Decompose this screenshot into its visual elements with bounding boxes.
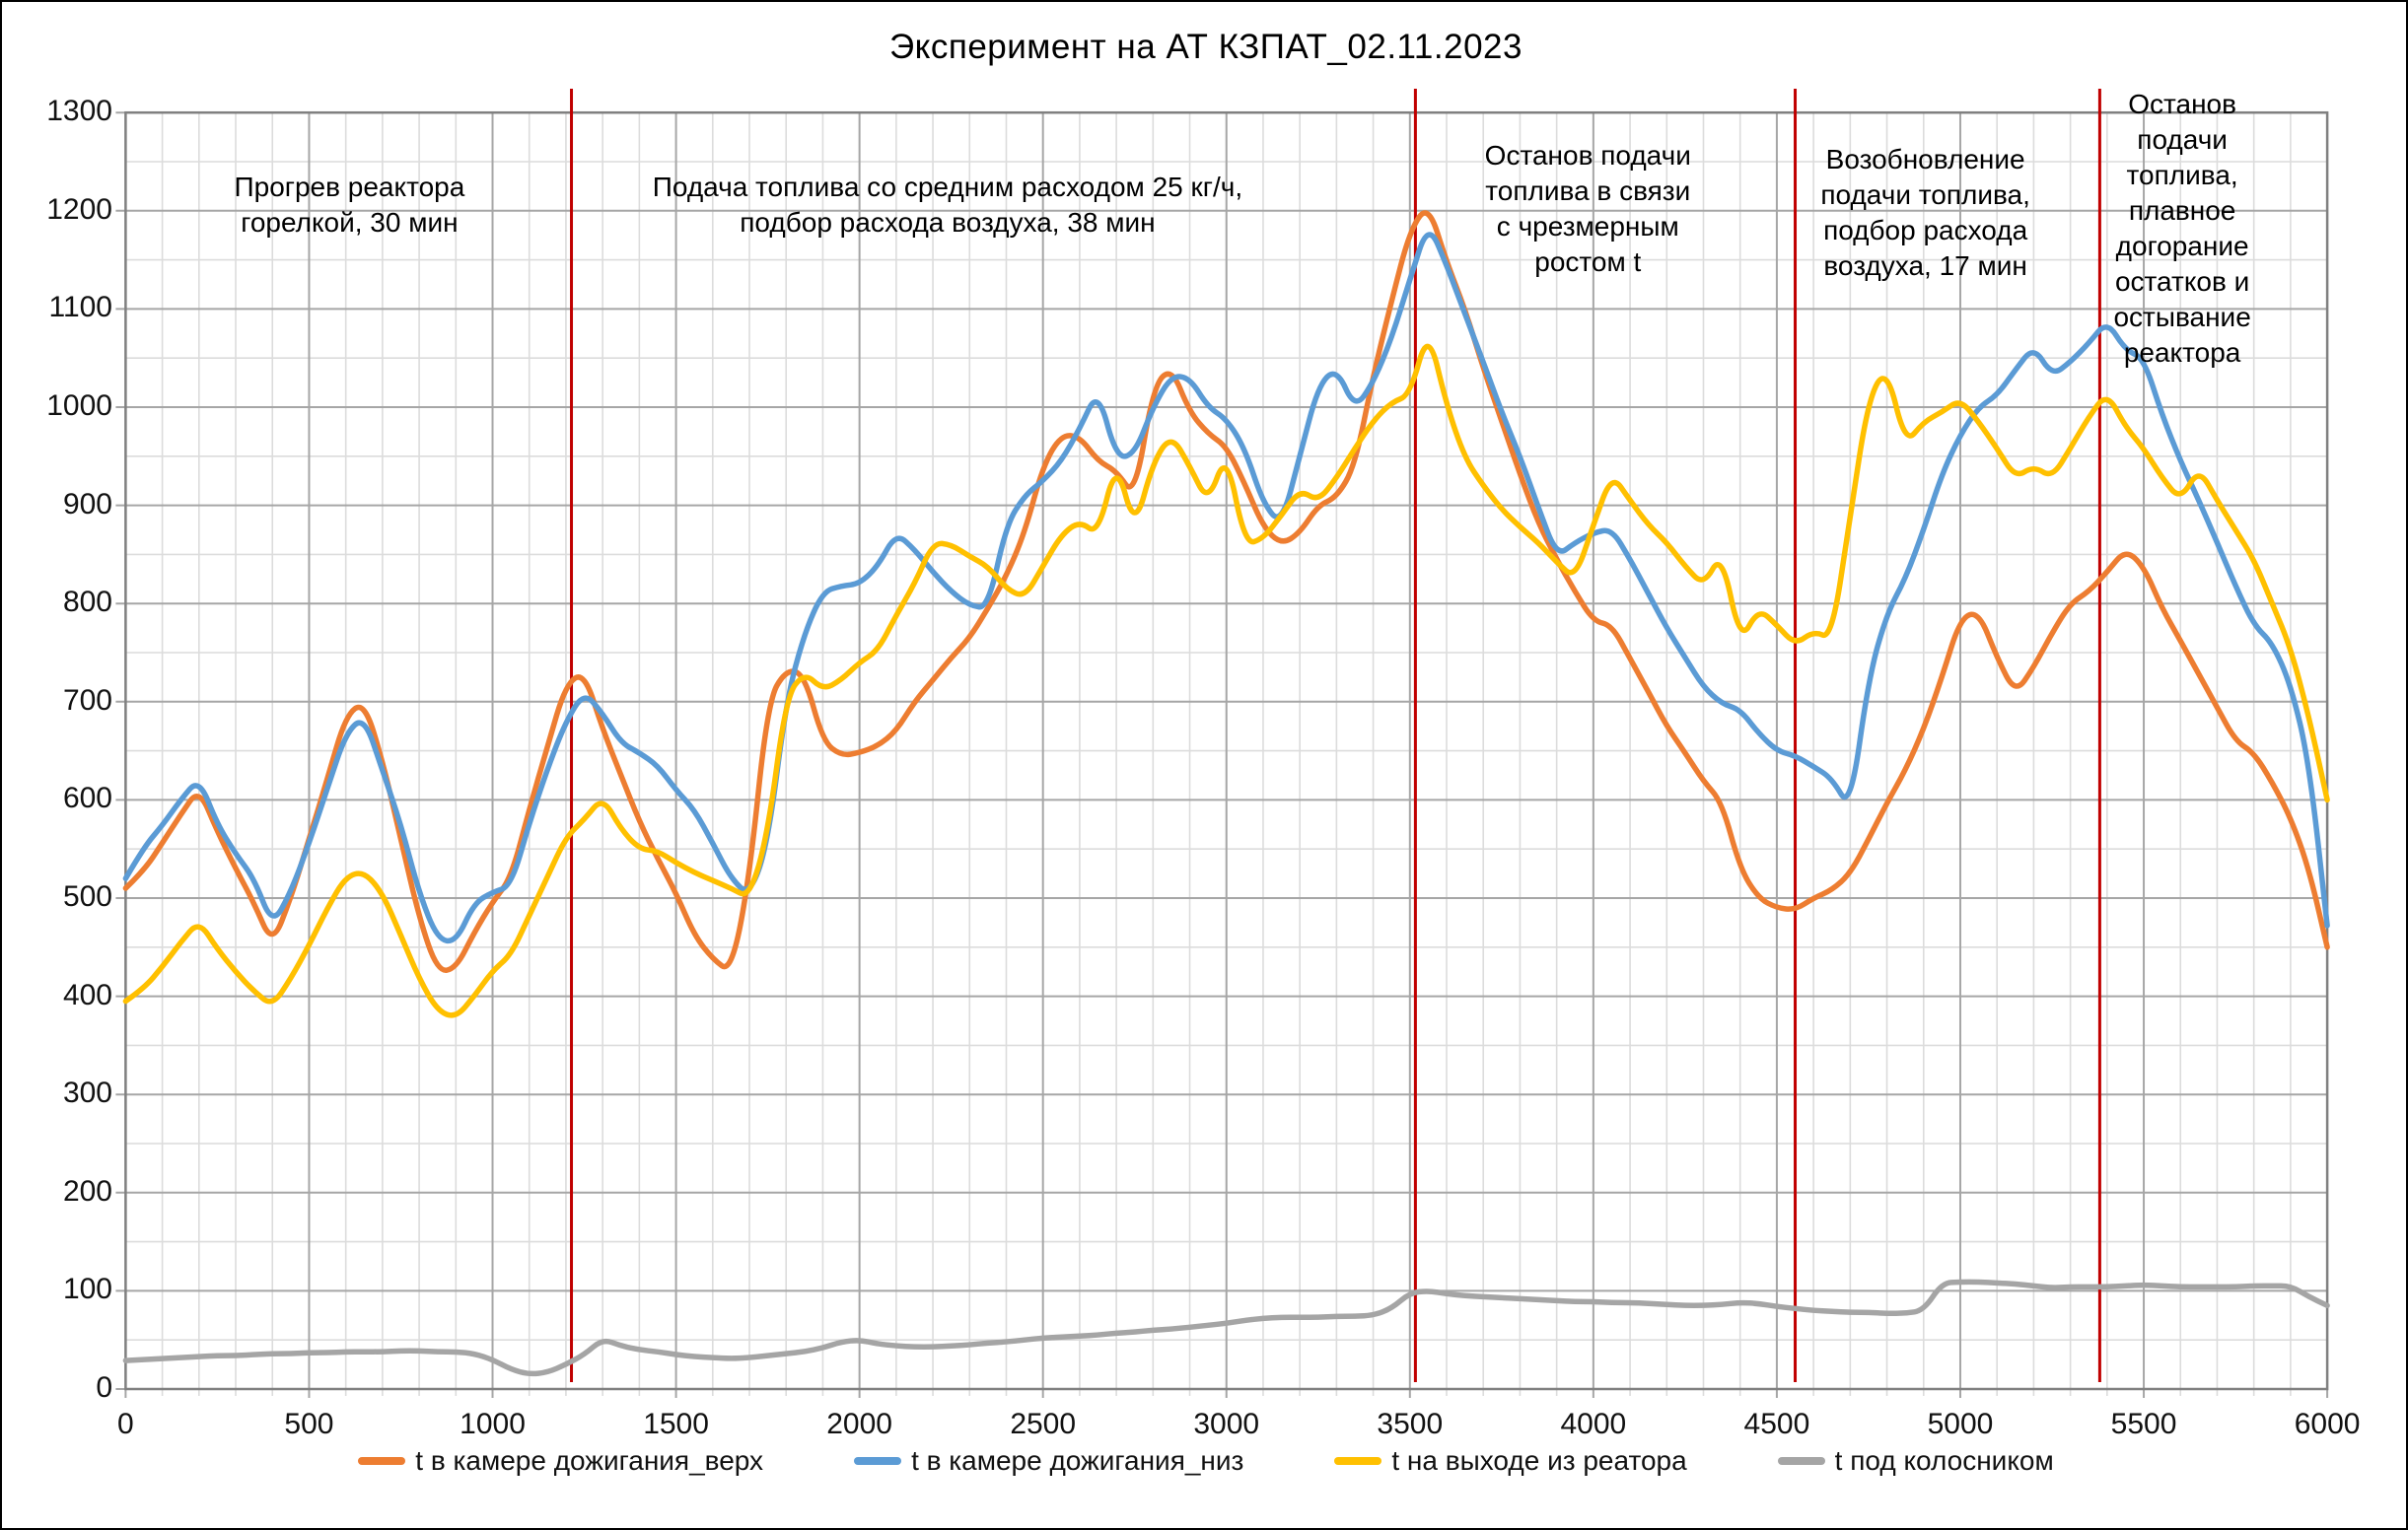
y-tick-label: 900 <box>62 487 112 521</box>
annotation-block: Возобновление подачи топлива, подбор расхо… <box>1472 142 2379 284</box>
y-tick-label: 500 <box>62 880 112 913</box>
x-tick-label: 3500 <box>1377 1408 1444 1440</box>
annotation-line: плавное <box>2128 195 2236 226</box>
x-tick-label: 5500 <box>2110 1408 2177 1440</box>
series-line-1 <box>122 232 2330 944</box>
y-tick-label: 1000 <box>46 389 112 422</box>
annotation-line: ростом t <box>1534 246 1642 277</box>
chart-title: Эксперимент на АТ КЗПАТ_02.11.2023 <box>889 28 1523 66</box>
legend-swatch-icon <box>358 1457 406 1465</box>
y-tick-label: 600 <box>62 782 112 815</box>
annotation-line: горелкой, 30 мин <box>241 207 459 238</box>
y-tick-label: 1100 <box>48 291 112 324</box>
annotation-line: Возобновление <box>1825 144 2025 174</box>
annotation-line: Останов <box>2128 89 2236 119</box>
annotation-block: Подача топлива со средним расходом 25 кг… <box>494 170 1401 241</box>
x-tick-label: 4000 <box>1560 1408 1627 1440</box>
x-tick-label: 1500 <box>643 1408 709 1440</box>
legend-swatch-icon <box>1334 1457 1382 1465</box>
plot-border <box>124 110 2329 1391</box>
annotation-line: остывание <box>2113 302 2251 332</box>
annotation-line: подбор расхода воздуха, 38 мин <box>740 207 1156 238</box>
x-tick-label: 6000 <box>2294 1408 2361 1440</box>
annotation-line: подачи топлива, <box>1820 179 2030 210</box>
annotation-line: с чрезмерным <box>1496 211 1679 242</box>
y-tick-label: 1200 <box>46 192 112 226</box>
legend-item-2: t на выходе из реатора <box>1334 1445 1687 1477</box>
annotation-line: Подача топлива со средним расходом 25 кг… <box>652 172 1243 202</box>
annotation-line: реактора <box>2123 337 2241 368</box>
x-tick-label: 500 <box>284 1408 334 1440</box>
x-tick-label: 0 <box>117 1408 134 1440</box>
legend-swatch-icon <box>854 1457 902 1465</box>
annotation-line: топлива, <box>2126 160 2238 190</box>
legend-swatch-icon <box>1777 1457 1825 1465</box>
annotation-block: Останов подачи топлива в связи с чрезмерны… <box>1134 138 2041 280</box>
y-tick-label: 400 <box>62 978 112 1011</box>
x-tick-label: 2000 <box>826 1408 892 1440</box>
series-line-2 <box>122 343 2330 1018</box>
y-tick-label: 1300 <box>46 95 112 128</box>
annotation-line: подбор расхода <box>1823 215 2028 245</box>
annotation-line: воздуха, 17 мин <box>1823 250 2027 281</box>
annotation-line: догорание <box>2115 231 2249 261</box>
x-tick-label: 1000 <box>460 1408 526 1440</box>
annotation-line: топлива в связи <box>1485 175 1691 206</box>
annotation-line: Прогрев реактора <box>234 172 465 202</box>
legend-item-1: t в камере дожигания_низ <box>854 1445 1243 1477</box>
legend-label: t под колосником <box>1834 1445 2054 1476</box>
y-tick-label: 800 <box>62 586 112 619</box>
legend-item-3: t под колосником <box>1777 1445 2054 1477</box>
y-tick-label: 700 <box>62 683 112 717</box>
series-line-3 <box>122 1279 2330 1377</box>
chart-legend: t в камере дожигания_верх t в камере дожи… <box>2 1445 2406 1477</box>
annotation-block: Останов подачи топлива, плавное догорание ост… <box>1729 87 2406 371</box>
legend-label: t в камере дожигания_верх <box>415 1445 764 1476</box>
legend-label: t на выходе из реатора <box>1391 1445 1687 1476</box>
x-tick-label: 3000 <box>1193 1408 1260 1440</box>
y-tick-label: 300 <box>62 1077 112 1110</box>
annotation-block: Прогрев реактора горелкой, 30 мин <box>2 170 803 241</box>
y-tick-label: 0 <box>96 1371 112 1404</box>
annotation-line: остатков и <box>2114 266 2250 297</box>
y-tick-label: 100 <box>62 1273 112 1306</box>
y-tick-label: 200 <box>62 1174 112 1208</box>
series-line-0 <box>122 210 2330 973</box>
x-tick-label: 5000 <box>1927 1408 1994 1440</box>
legend-label: t в камере дожигания_низ <box>911 1445 1244 1476</box>
legend-item-0: t в камере дожигания_верх <box>358 1445 763 1477</box>
annotation-line: подачи <box>2137 124 2228 155</box>
annotation-line: Останов подачи <box>1484 140 1691 171</box>
x-tick-label: 4500 <box>1743 1408 1810 1440</box>
x-tick-label: 2500 <box>1010 1408 1077 1440</box>
